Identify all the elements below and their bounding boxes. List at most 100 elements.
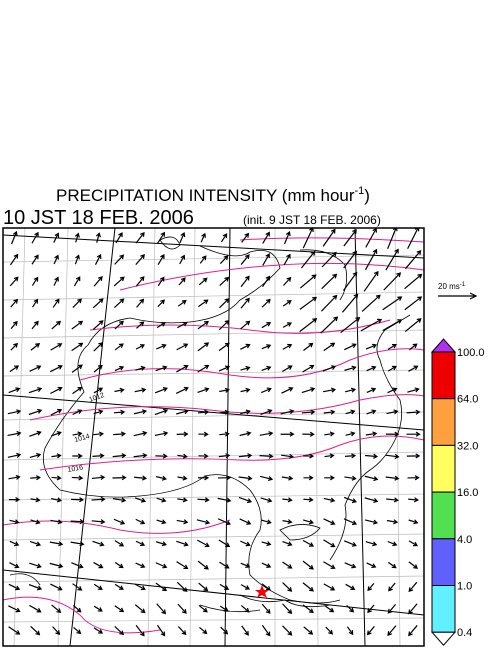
wind-arrow — [238, 453, 253, 459]
wind-arrow — [93, 605, 103, 612]
wind-arrow — [177, 475, 188, 481]
wind-arrow — [383, 272, 402, 291]
colorbar-segment — [431, 491, 456, 540]
wind-arrow — [387, 540, 398, 547]
wind-arrow — [134, 497, 147, 503]
wind-arrow — [364, 497, 379, 503]
wind-arrow — [8, 583, 21, 591]
wind-arrow — [9, 276, 19, 287]
wind-arrow — [282, 322, 292, 328]
wind-arrow — [365, 541, 378, 547]
wind-arrow — [50, 583, 63, 591]
wind-arrow — [29, 604, 42, 613]
wind-arrow — [386, 497, 399, 503]
valid-time: 10 JST 18 FEB. 2006 — [3, 207, 194, 229]
wind-arrow — [324, 475, 335, 481]
wind-arrow — [50, 519, 63, 525]
wind-arrow — [344, 562, 357, 569]
wind-arrow — [365, 228, 377, 248]
wind-arrow — [387, 228, 398, 250]
wind-arrow — [325, 626, 334, 635]
wind-arrow — [9, 497, 21, 503]
wind-arrow — [218, 453, 231, 459]
colorbar-label: 4.0 — [457, 534, 472, 546]
wind-legend-arrow — [438, 292, 478, 300]
wind-arrow — [134, 475, 148, 481]
wind-arrow — [260, 409, 273, 415]
wind-arrow — [344, 475, 357, 481]
wind-arrow — [134, 604, 146, 614]
wind-arrow — [407, 228, 420, 249]
wind-arrow — [135, 231, 145, 244]
wind-arrow — [9, 519, 20, 525]
wind-arrow — [323, 518, 336, 525]
wind-arrow — [219, 387, 230, 393]
wind-arrow — [283, 231, 291, 245]
wind-arrow — [177, 453, 188, 459]
title: PRECIPITATION INTENSITY (mm hour-1) — [56, 185, 370, 205]
wind-arrow — [29, 430, 42, 437]
wind-arrow — [365, 343, 378, 350]
wind-arrow — [341, 293, 359, 313]
wind-arrow — [382, 319, 403, 332]
wind-arrow — [323, 497, 336, 503]
wind-arrow — [363, 270, 379, 292]
wind-arrow — [387, 387, 398, 394]
wind-arrow — [93, 583, 103, 591]
title-sup: -1 — [355, 185, 365, 197]
wind-arrow — [367, 582, 375, 592]
wind-arrow — [113, 431, 126, 437]
wind-arrow — [280, 431, 295, 437]
wind-arrow — [344, 387, 357, 393]
wind-arrow — [240, 254, 250, 265]
wind-arrow — [197, 387, 210, 394]
wind-arrow — [30, 497, 41, 503]
wind-arrow — [408, 343, 418, 351]
frame-lines — [3, 228, 424, 646]
wind-arrow — [113, 276, 125, 287]
wind-arrow — [11, 230, 18, 245]
wind-arrow — [240, 604, 250, 613]
wind-arrow — [364, 248, 378, 271]
wind-arrow — [32, 298, 39, 308]
wind-arrow — [156, 519, 167, 525]
wind-arrow — [135, 562, 146, 569]
wind-arrow — [199, 255, 207, 264]
wind-arrow — [51, 320, 62, 330]
wind-arrow — [29, 540, 42, 547]
wind-arrow — [261, 583, 272, 591]
wind-arrow — [219, 298, 230, 309]
wind-arrow — [92, 453, 105, 459]
wind-arrow — [93, 276, 103, 287]
wind-arrow — [302, 228, 314, 249]
wind-arrow — [136, 321, 145, 329]
colorbar-bottom — [430, 631, 457, 646]
wind-arrow — [8, 626, 21, 635]
wind-arrow — [321, 251, 337, 268]
wind-arrow — [219, 431, 230, 437]
map-border — [2, 227, 425, 647]
wind-arrow — [156, 497, 167, 503]
wind-arrow — [366, 562, 377, 569]
wind-arrow — [71, 364, 83, 373]
wind-arrow — [408, 561, 419, 569]
wind-arrow — [114, 298, 125, 309]
wind-arrow — [29, 452, 42, 459]
wind-arrow — [302, 364, 315, 373]
wind-arrow — [176, 581, 188, 593]
wind-arrow — [175, 386, 189, 394]
wind-arrow — [198, 299, 209, 308]
wind-arrow — [179, 232, 186, 244]
wind-arrow — [196, 519, 211, 525]
wind-arrow — [323, 583, 336, 591]
wind-arrow — [261, 298, 271, 308]
wind-legend-sup: -1 — [460, 282, 466, 288]
wind-arrow — [49, 541, 64, 547]
wind-arrow — [261, 387, 272, 394]
wind-arrow — [70, 518, 85, 525]
wind-arrow — [240, 540, 251, 547]
wind-arrow — [156, 475, 167, 481]
colorbar-segment — [431, 585, 456, 633]
wind-arrow — [177, 626, 187, 636]
